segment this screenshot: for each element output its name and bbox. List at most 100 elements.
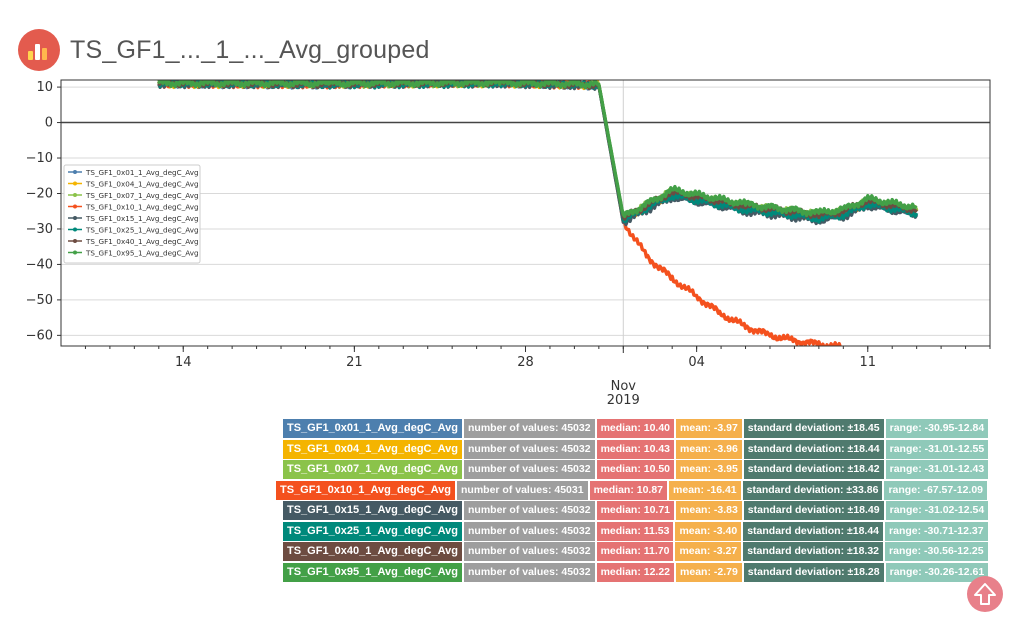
count-badge: number of values: 45031 [457, 480, 588, 500]
series-line [158, 80, 919, 221]
median-badge: median: 11.70 [596, 542, 674, 561]
median-badge: median: 10.50 [596, 460, 675, 479]
mean-badge: mean: -3.83 [676, 501, 742, 520]
x-tick-label: 14 [175, 355, 192, 370]
legend-entry: TS_GF1_0x25_1_Avg_degC_Avg [85, 226, 199, 235]
y-tick-label: −20 [26, 186, 53, 201]
legend-marker [73, 216, 77, 220]
std-badge: standard deviation: ±18.45 [743, 419, 884, 438]
y-tick-label: 10 [36, 80, 53, 95]
median-badge: median: 10.40 [596, 419, 675, 438]
mean-badge: mean: -2.79 [676, 562, 742, 582]
y-tick-label: −30 [26, 222, 53, 237]
mean-badge: mean: -3.97 [676, 419, 742, 438]
legend-marker [73, 204, 77, 209]
std-badge: standard deviation: ±18.42 [743, 460, 884, 479]
range-badge: range: -31.02-12.54 [885, 501, 989, 520]
count-badge: number of values: 45032 [464, 542, 595, 561]
series-name-badge: TS_GF1_0x40_1_Avg_degC_Avg [283, 542, 462, 561]
range-badge: range: -31.01-12.55 [885, 439, 989, 459]
y-tick-label: −10 [26, 151, 53, 166]
series-name-badge: TS_GF1_0x10_1_Avg_degC_Avg [276, 480, 455, 500]
x-tick-label: 21 [346, 355, 363, 370]
x-tick-label: 28 [517, 355, 534, 370]
series-line [157, 80, 842, 346]
arrow-up-icon [974, 583, 996, 605]
mean-badge: mean: -3.96 [676, 439, 742, 459]
median-badge: median: 10.71 [596, 501, 675, 520]
legend-entry: TS_GF1_0x40_1_Avg_degC_Avg [85, 237, 199, 246]
page-title: TS_GF1_..._1_..._Avg_grouped [70, 35, 430, 64]
stats-row: TS_GF1_0x04_1_Avg_degC_Avg number of valu… [283, 439, 990, 459]
y-tick-label: −60 [26, 328, 53, 343]
stats-row: TS_GF1_0x15_1_Avg_degC_Avg number of valu… [283, 501, 990, 520]
legend-marker [73, 193, 77, 197]
stats-row: TS_GF1_0x40_1_Avg_degC_Avg number of valu… [283, 542, 990, 561]
scroll-to-top-button[interactable] [967, 576, 1003, 612]
legend-box [63, 164, 201, 264]
legend-entry: TS_GF1_0x07_1_Avg_degC_Avg [85, 191, 199, 200]
legend-entry: TS_GF1_0x04_1_Avg_degC_Avg [85, 180, 199, 189]
series-line [157, 80, 919, 227]
count-badge: number of values: 45032 [464, 562, 595, 582]
range-badge: range: -31.01-12.43 [885, 460, 989, 479]
range-badge: range: -67.57-12.09 [884, 480, 988, 500]
series-name-badge: TS_GF1_0x01_1_Avg_degC_Avg [283, 419, 462, 438]
legend-entry: TS_GF1_0x95_1_Avg_degC_Avg [85, 249, 199, 258]
series-name-badge: TS_GF1_0x15_1_Avg_degC_Avg [283, 501, 462, 520]
range-badge: range: -30.56-12.25 [885, 542, 988, 561]
y-tick-label: −50 [26, 293, 53, 308]
legend-marker [73, 239, 77, 243]
series-line [158, 80, 919, 224]
range-badge: range: -30.26-12.61 [885, 562, 989, 582]
legend-marker [73, 181, 77, 186]
page-header: TS_GF1_..._1_..._Avg_grouped [18, 28, 430, 72]
stats-row: TS_GF1_0x07_1_Avg_degC_Avg number of valu… [283, 460, 990, 479]
median-badge: median: 12.22 [596, 562, 675, 582]
legend-entry: TS_GF1_0x01_1_Avg_degC_Avg [85, 168, 199, 177]
series-line [157, 80, 919, 222]
mean-badge: mean: -3.40 [675, 521, 742, 541]
mean-badge: mean: -3.95 [676, 460, 742, 479]
x-month-label: Nov [611, 379, 637, 394]
std-badge: standard deviation: ±18.49 [743, 501, 884, 520]
x-tick-label: 04 [688, 355, 705, 370]
range-badge: range: -30.71-12.37 [885, 521, 988, 541]
legend-marker [73, 227, 77, 232]
std-badge: standard deviation: ±18.28 [743, 562, 884, 582]
std-badge: standard deviation: ±33.86 [742, 480, 883, 500]
y-tick-label: 0 [45, 116, 53, 131]
legend-marker [73, 170, 77, 174]
series-name-badge: TS_GF1_0x95_1_Avg_degC_Avg [283, 562, 462, 582]
count-badge: number of values: 45032 [464, 439, 595, 459]
std-badge: standard deviation: ±18.44 [743, 439, 884, 459]
median-badge: median: 10.43 [596, 439, 675, 459]
std-badge: standard deviation: ±18.32 [743, 542, 884, 561]
series-line [157, 80, 918, 221]
count-badge: number of values: 45032 [464, 460, 595, 479]
series-line [157, 80, 919, 220]
mean-badge: mean: -16.41 [669, 480, 741, 500]
series-name-badge: TS_GF1_0x04_1_Avg_degC_Avg [283, 439, 462, 459]
legend-entry: TS_GF1_0x15_1_Avg_degC_Avg [85, 214, 199, 223]
stats-row: TS_GF1_0x95_1_Avg_degC_Avg number of valu… [283, 562, 990, 582]
range-badge: range: -30.95-12.84 [885, 419, 989, 438]
legend-marker [73, 250, 77, 255]
legend-entry: TS_GF1_0x10_1_Avg_degC_Avg [85, 203, 199, 212]
series-name-badge: TS_GF1_0x25_1_Avg_degC_Avg [283, 521, 462, 541]
stats-row: TS_GF1_0x10_1_Avg_degC_Avg number of valu… [276, 480, 989, 500]
mean-badge: mean: -3.27 [675, 542, 742, 561]
count-badge: number of values: 45032 [464, 521, 595, 541]
bar-chart-logo-icon [18, 29, 60, 71]
stats-row: TS_GF1_0x01_1_Avg_degC_Avg number of valu… [283, 419, 990, 438]
series-line [157, 80, 918, 219]
median-badge: median: 10.87 [589, 480, 668, 500]
y-tick-label: −40 [26, 257, 53, 272]
series-name-badge: TS_GF1_0x07_1_Avg_degC_Avg [283, 460, 462, 479]
count-badge: number of values: 45032 [464, 419, 595, 438]
median-badge: median: 11.53 [596, 521, 674, 541]
count-badge: number of values: 45032 [464, 501, 595, 520]
x-year-label: 2019 [607, 393, 640, 408]
x-tick-label: 11 [859, 355, 876, 370]
